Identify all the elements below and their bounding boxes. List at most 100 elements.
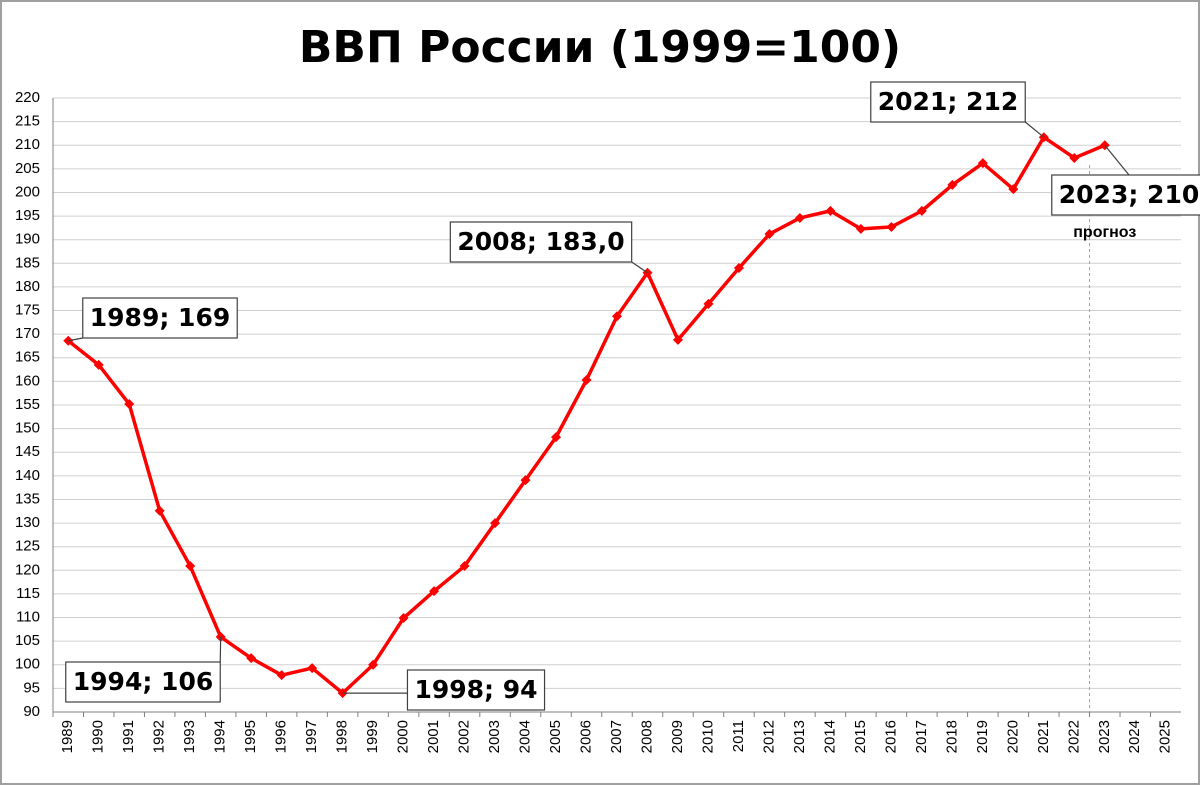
data-point <box>307 663 318 674</box>
x-tick-label: 1995 <box>242 720 259 753</box>
x-tick-label: 2013 <box>791 720 808 753</box>
annotation-box <box>870 81 1026 123</box>
data-point <box>1008 184 1019 195</box>
x-tick-label: 2018 <box>943 720 960 753</box>
y-tick-label: 210 <box>15 136 40 153</box>
data-point <box>185 561 196 572</box>
x-tick-label: 2016 <box>882 720 899 753</box>
data-point <box>124 399 135 410</box>
data-point <box>1069 152 1080 163</box>
x-tick-label: 2020 <box>1004 720 1021 753</box>
annotation-leader <box>1024 121 1045 138</box>
x-tick-label: 1994 <box>212 720 229 753</box>
chart-title: ВВП России (1999=100) <box>299 22 901 73</box>
x-tick-label: 2019 <box>974 720 991 753</box>
y-tick-label: 185 <box>15 254 40 271</box>
y-tick-label: 125 <box>15 538 40 555</box>
data-point <box>916 205 927 216</box>
y-tick-label: 130 <box>15 514 40 531</box>
x-tick-label: 2025 <box>1157 720 1174 753</box>
data-point <box>612 311 622 322</box>
y-tick-label: 105 <box>15 632 40 649</box>
data-point <box>825 205 836 216</box>
x-tick-label: 2006 <box>577 720 594 753</box>
annotation-leader <box>68 337 83 342</box>
data-point <box>459 561 470 572</box>
x-tick-label: 2012 <box>760 720 777 753</box>
x-tick-label: 2009 <box>669 720 686 753</box>
x-tick-label: 1991 <box>120 720 137 753</box>
data-point <box>733 263 744 274</box>
y-tick-label: 135 <box>15 490 40 507</box>
annotation-label: 1989; 169 <box>90 303 230 332</box>
annotation-box <box>65 661 221 703</box>
forecast-label: прогноз <box>1073 224 1136 241</box>
y-tick-label: 145 <box>15 443 40 460</box>
y-tick-label: 115 <box>16 585 40 602</box>
y-tick-label: 120 <box>15 561 40 578</box>
x-tick-label: 1998 <box>334 720 351 753</box>
x-tick-label: 2000 <box>395 720 412 753</box>
x-tick-label: 1989 <box>59 720 76 753</box>
data-point <box>276 670 287 681</box>
y-tick-label: 215 <box>15 113 40 130</box>
y-tick-label: 100 <box>15 656 40 673</box>
annotation-label: 2021; 212 <box>878 87 1018 116</box>
data-point <box>672 334 683 345</box>
y-tick-label: 180 <box>15 278 40 295</box>
x-tick-label: 2010 <box>699 720 716 753</box>
data-point <box>794 212 805 223</box>
annotation-leader <box>631 261 648 274</box>
annotation-label: 2023; 210 <box>1059 180 1199 209</box>
x-tick-label: 2002 <box>456 720 473 753</box>
x-tick-label: 2005 <box>547 720 564 753</box>
y-tick-label: 110 <box>16 609 40 626</box>
x-tick-label: 1997 <box>303 720 320 753</box>
y-tick-label: 95 <box>23 679 40 696</box>
data-point <box>764 229 775 240</box>
annotation-box <box>1051 174 1200 216</box>
data-point <box>977 158 988 169</box>
x-tick-label: 2021 <box>1035 720 1052 753</box>
data-point <box>551 432 562 443</box>
data-point <box>154 505 165 516</box>
data-point <box>398 613 409 624</box>
annotation-leader <box>1104 144 1130 176</box>
annotation-label: 1994; 106 <box>73 667 213 696</box>
y-tick-label: 175 <box>15 302 40 319</box>
y-tick-label: 195 <box>15 207 40 224</box>
x-tick-label: 1992 <box>151 720 168 753</box>
y-tick-label: 200 <box>15 183 40 200</box>
data-point <box>703 298 714 309</box>
y-tick-label: 220 <box>15 89 40 106</box>
y-tick-label: 165 <box>15 349 40 366</box>
y-tick-label: 150 <box>15 420 40 437</box>
x-tick-label: 2024 <box>1126 720 1143 753</box>
annotation-label: 2008; 183,0 <box>457 227 624 256</box>
x-tick-label: 2011 <box>730 720 747 752</box>
annotation-label: 1998; 94 <box>414 675 537 704</box>
x-tick-label: 1993 <box>181 720 198 753</box>
x-tick-label: 2023 <box>1096 720 1113 753</box>
data-point <box>368 659 379 670</box>
x-tick-label: 2003 <box>486 720 503 753</box>
data-point <box>947 179 958 190</box>
x-tick-label: 2008 <box>638 720 655 753</box>
y-tick-label: 155 <box>15 396 40 413</box>
x-tick-label: 1996 <box>273 720 290 753</box>
y-tick-label: 170 <box>15 325 40 342</box>
x-tick-label: 2001 <box>425 720 442 753</box>
y-tick-label: 190 <box>15 231 40 248</box>
x-tick-label: 2015 <box>852 720 869 753</box>
x-tick-label: 2017 <box>913 720 930 753</box>
data-point <box>429 586 440 597</box>
x-tick-label: 1999 <box>364 720 381 753</box>
annotation-box <box>82 297 238 339</box>
data-point <box>490 518 501 529</box>
annotation-box <box>406 669 546 711</box>
y-tick-label: 205 <box>15 160 40 177</box>
x-tick-label: 2007 <box>608 720 625 753</box>
x-tick-label: 2014 <box>821 720 838 753</box>
